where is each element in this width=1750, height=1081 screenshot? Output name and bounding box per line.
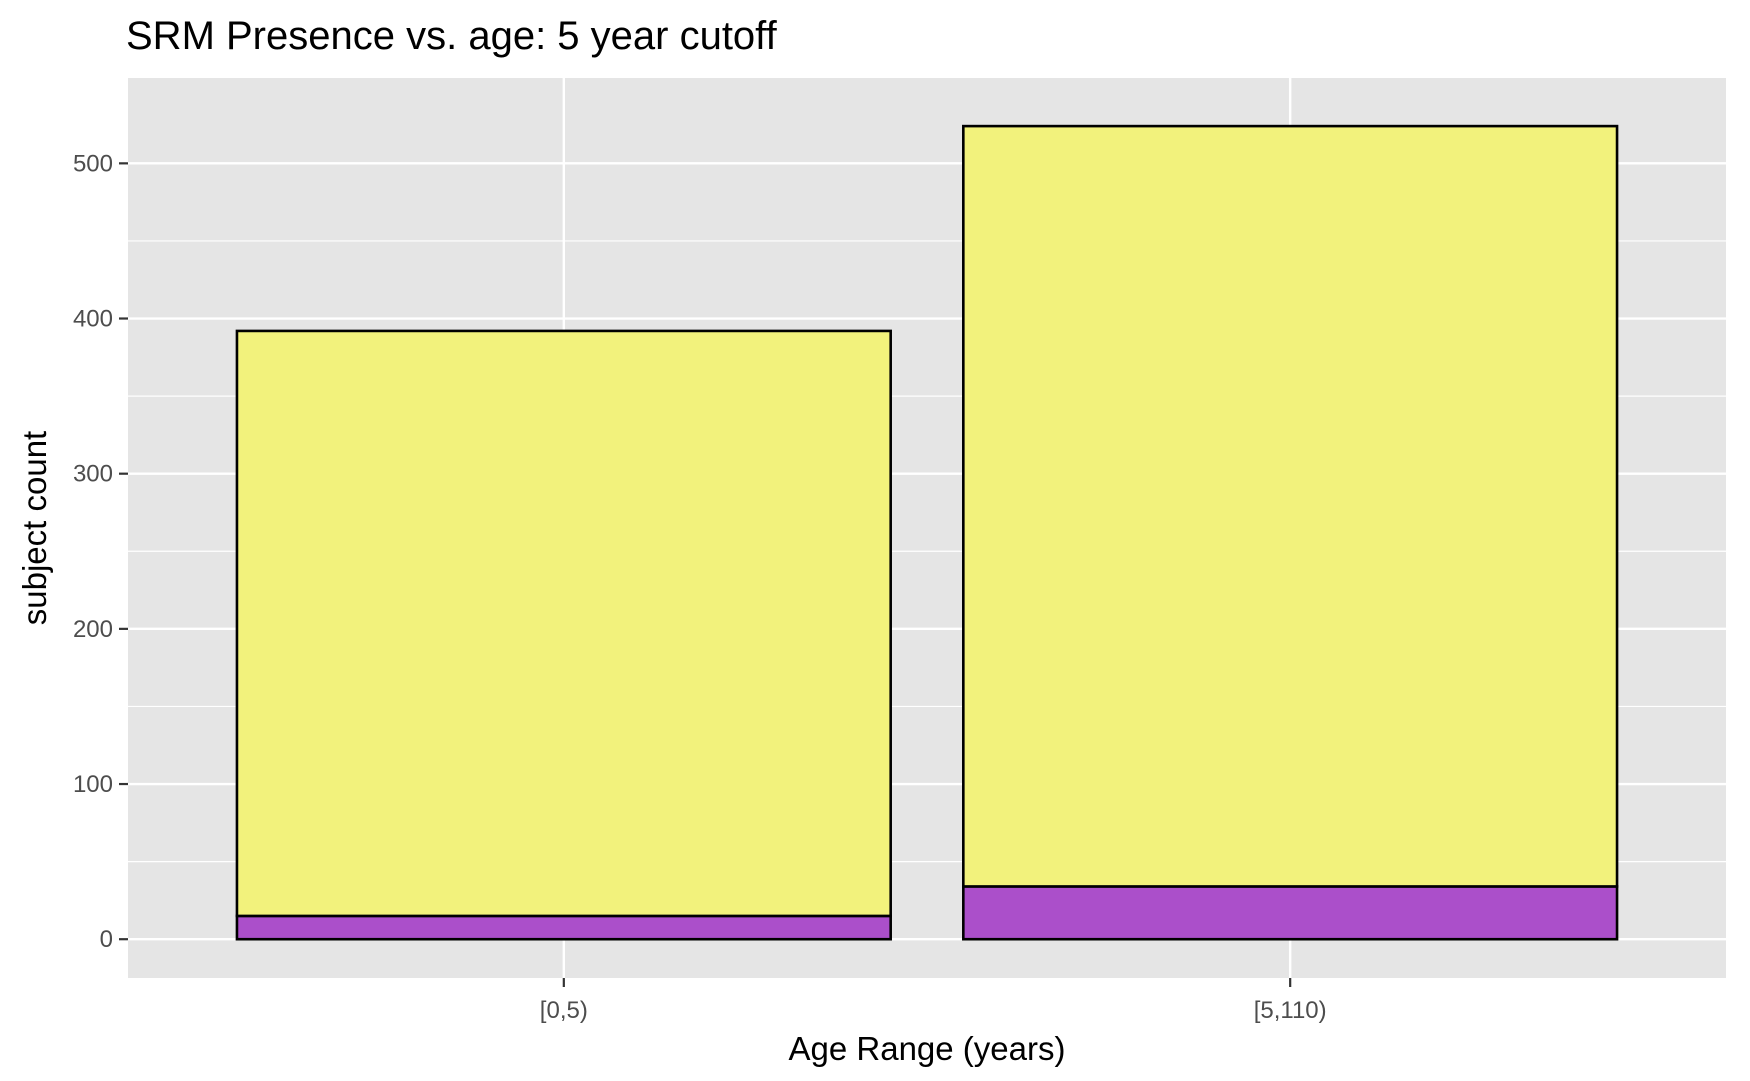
chart-title: SRM Presence vs. age: 5 year cutoff — [126, 14, 778, 58]
bar-segment — [962, 885, 1619, 941]
y-tick-label: 200 — [73, 616, 113, 643]
bar-segment — [962, 124, 1619, 888]
y-tick-label: 400 — [73, 306, 113, 333]
y-tick-label: 0 — [100, 926, 113, 953]
y-tick-label: 100 — [73, 771, 113, 798]
y-axis-ticks: 0 100 200 300 400 500 — [73, 150, 128, 953]
y-axis-title: subject count — [16, 431, 53, 625]
x-tick-label: [0,5) — [540, 997, 588, 1024]
y-tick-label: 500 — [73, 150, 113, 177]
bars — [235, 124, 1619, 941]
x-tick-label: [5,110) — [1254, 997, 1327, 1024]
x-axis-ticks: [0,5) [5,110) — [540, 978, 1327, 1024]
bar-segment — [235, 329, 892, 918]
bar-segment — [235, 914, 892, 941]
y-tick-label: 300 — [73, 461, 113, 488]
x-axis-title: Age Range (years) — [789, 1030, 1066, 1067]
